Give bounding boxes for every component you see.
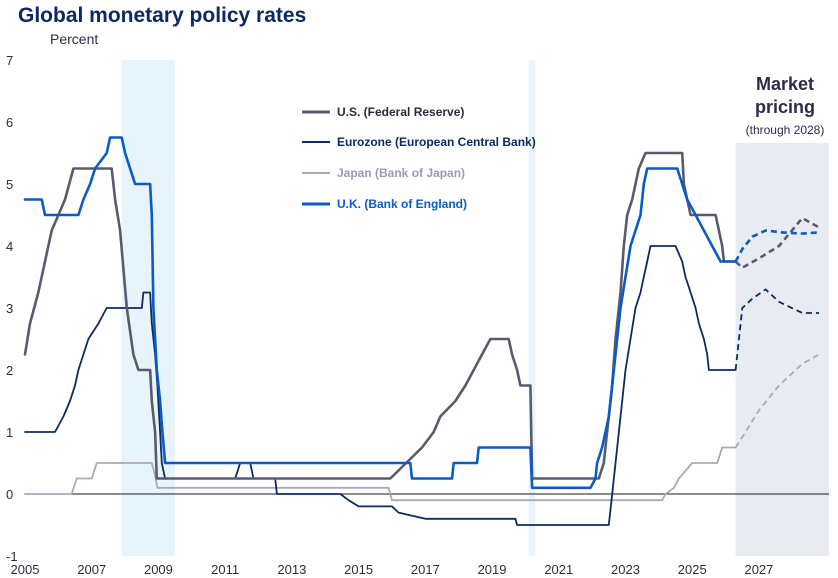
x-tick-label: 2027 xyxy=(744,562,773,577)
legend-item-eurozone: Eurozone (European Central Bank) xyxy=(302,135,536,149)
axes: -1 0 1 2 3 4 5 6 7 2005 2007 2009 2011 2013 2015 2017 20… xyxy=(6,53,829,577)
x-tick-label: 2025 xyxy=(678,562,707,577)
legend: U.S. (Federal Reserve) Eurozone (Europea… xyxy=(302,105,536,211)
y-tick-label: 0 xyxy=(6,487,13,502)
chart-title: Global monetary policy rates xyxy=(18,4,306,27)
x-tick-label: 2017 xyxy=(411,562,440,577)
forecast-region xyxy=(735,143,829,556)
series-line-2 xyxy=(24,446,737,502)
y-tick-label: -1 xyxy=(6,549,18,564)
forecast-title-line1: Market xyxy=(756,74,814,94)
legend-label-eurozone: Eurozone (European Central Bank) xyxy=(337,135,536,149)
y-tick-label: 6 xyxy=(6,115,13,130)
y-tick-label: 5 xyxy=(6,177,13,192)
x-tick-label: 2011 xyxy=(211,562,239,577)
x-tick-label: 2015 xyxy=(344,562,373,577)
forecast-label: Market pricing (through 2028) xyxy=(746,74,825,137)
legend-label-japan: Japan (Bank of Japan) xyxy=(337,166,465,180)
legend-item-japan: Japan (Bank of Japan) xyxy=(302,166,465,180)
series-line-3 xyxy=(23,136,737,490)
y-axis-label: Percent xyxy=(50,31,98,47)
legend-item-us: U.S. (Federal Reserve) xyxy=(302,105,464,119)
series-line-1 xyxy=(24,245,737,526)
series-forecast-2 xyxy=(734,353,820,448)
y-tick-label: 7 xyxy=(6,53,13,68)
x-tick-label: 2009 xyxy=(144,562,173,577)
x-tick-label: 2013 xyxy=(277,562,306,577)
forecast-title-line2: pricing xyxy=(755,97,815,117)
series-forecast-1 xyxy=(734,288,819,371)
legend-label-us: U.S. (Federal Reserve) xyxy=(337,105,464,119)
legend-label-uk: U.K. (Bank of England) xyxy=(337,197,467,211)
series-lines xyxy=(23,136,820,526)
series-forecast-3 xyxy=(734,229,820,263)
recession-band-1 xyxy=(528,60,536,556)
legend-item-uk: U.K. (Bank of England) xyxy=(302,197,467,211)
series-forecast-0 xyxy=(734,216,820,270)
x-tick-label: 2019 xyxy=(478,562,507,577)
y-tick-label: 3 xyxy=(6,301,13,316)
x-tick-label: 2023 xyxy=(611,562,640,577)
forecast-band xyxy=(735,143,829,556)
x-tick-label: 2007 xyxy=(77,562,106,577)
y-tick-label: 2 xyxy=(6,363,13,378)
y-tick-label: 1 xyxy=(6,425,13,440)
x-tick-label: 2021 xyxy=(544,562,573,577)
forecast-subtitle: (through 2028) xyxy=(746,123,825,137)
x-tick-label: 2005 xyxy=(11,562,40,577)
y-tick-label: 4 xyxy=(6,239,13,254)
series-line-0 xyxy=(23,151,737,480)
